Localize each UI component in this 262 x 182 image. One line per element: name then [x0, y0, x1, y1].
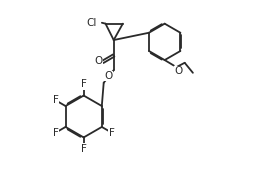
Text: F: F: [109, 128, 115, 138]
Text: F: F: [81, 144, 87, 154]
Text: O: O: [95, 56, 103, 66]
Text: F: F: [53, 95, 59, 105]
Text: O: O: [105, 71, 113, 81]
Text: F: F: [81, 79, 87, 89]
Text: O: O: [174, 66, 183, 76]
Text: F: F: [53, 128, 59, 138]
Text: Cl: Cl: [86, 18, 96, 28]
